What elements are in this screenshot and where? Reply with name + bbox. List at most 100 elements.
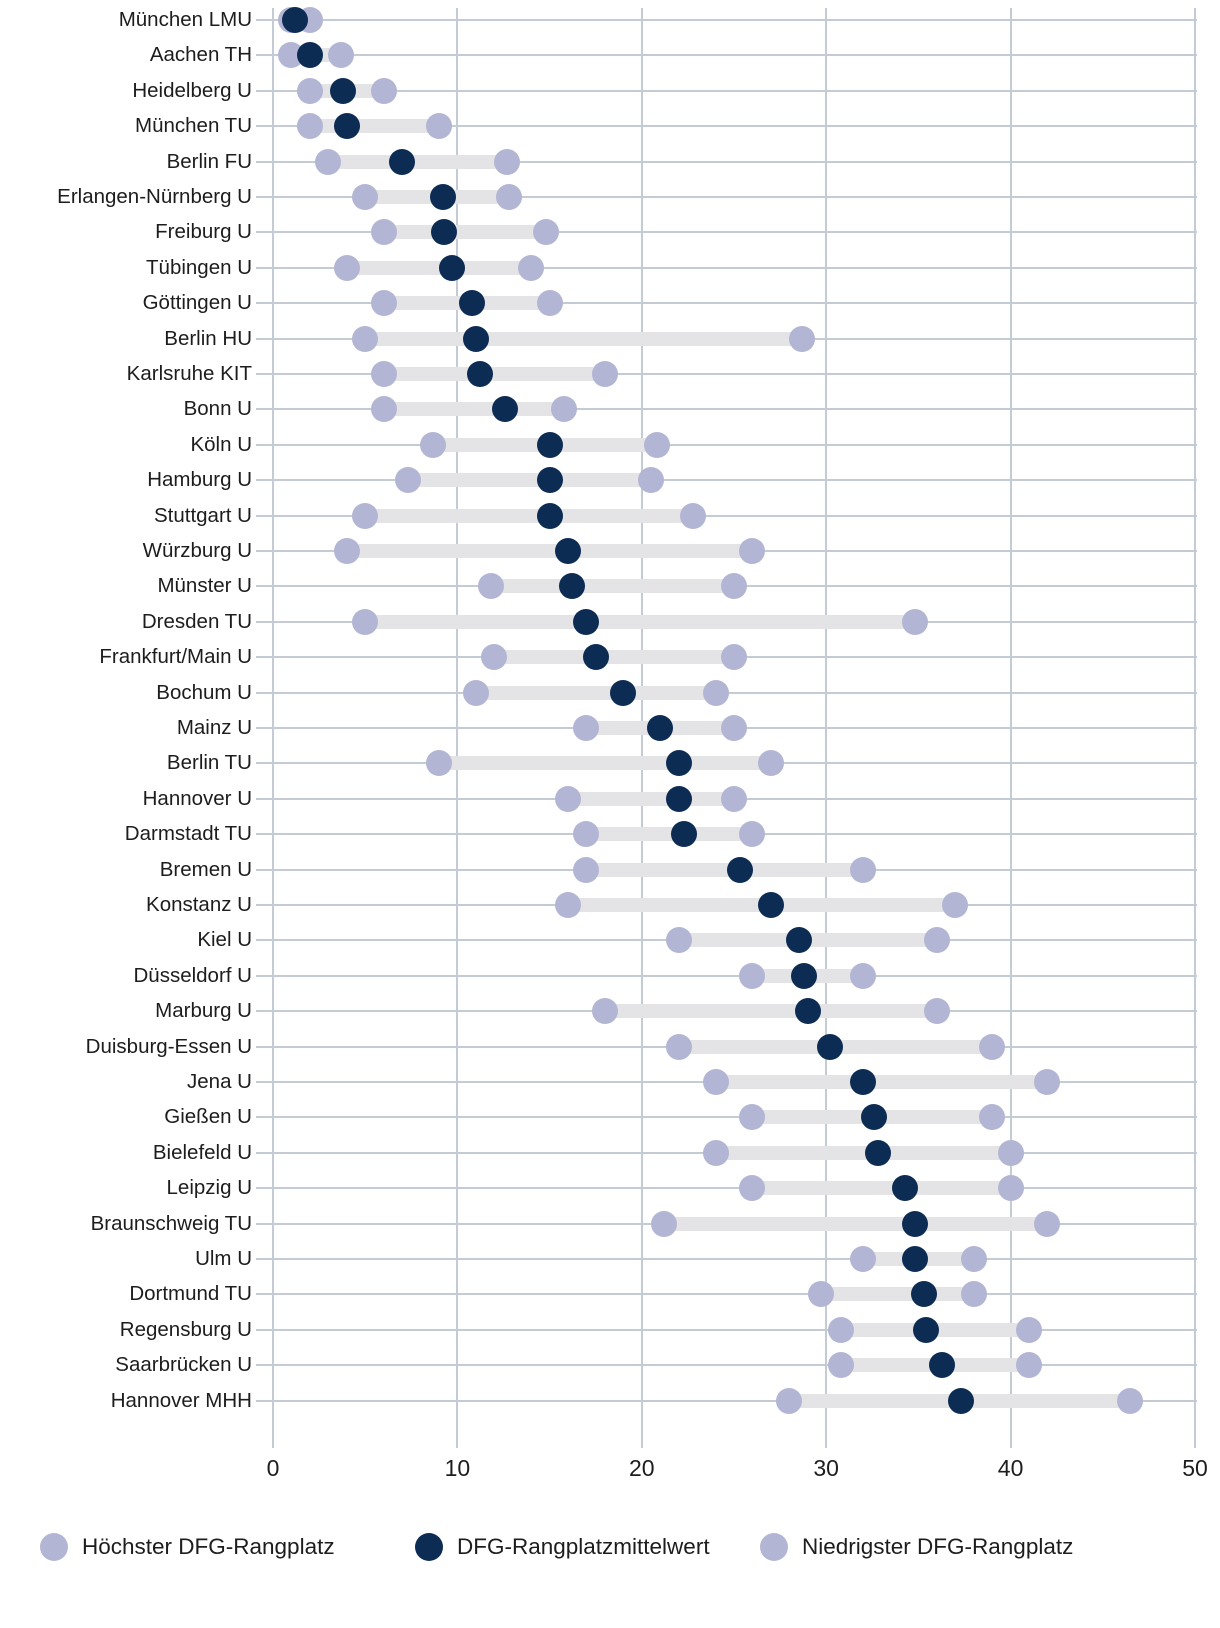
range-bar [715, 1075, 1048, 1089]
dot-highest-rank [739, 1175, 766, 1202]
dot-lowest-rank [370, 77, 397, 104]
dot-lowest-rank [1016, 1316, 1043, 1343]
horizontal-gridline [271, 691, 1197, 694]
row-label-15: Stuttgart U [154, 503, 252, 527]
legend-item-3[interactable]: Niedrigster DFG-Rangplatz [760, 1533, 1073, 1561]
row-label-37: Dortmund TU [129, 1282, 252, 1306]
dot-mean-rank [536, 467, 563, 494]
dot-highest-rank [296, 113, 323, 140]
y-axis-tick [256, 373, 271, 375]
row-label-28: Düsseldorf U [133, 963, 253, 987]
dot-lowest-rank [997, 1139, 1024, 1166]
row-label-26: Konstanz U [146, 893, 252, 916]
y-axis-tick [256, 797, 271, 800]
dot-highest-rank [776, 1387, 803, 1414]
row-label-40: Hannover MHH [110, 1388, 252, 1412]
dot-mean-rank [850, 1069, 877, 1095]
horizontal-gridline [271, 160, 1197, 163]
plot-area: München LMU Aachen TH Heidelberg U München … [57, 7, 1208, 1481]
dot-lowest-rank [960, 1246, 987, 1272]
dot-mean-rank [333, 113, 360, 140]
legend-item-2[interactable]: DFG-Rangplatzmittelwert [415, 1533, 710, 1561]
dot-mean-rank [901, 1210, 928, 1237]
row-label-7: Freiburg U [155, 220, 252, 244]
y-axis-tick [256, 160, 271, 163]
dot-highest-rank [352, 184, 379, 210]
horizontal-gridline [271, 443, 1197, 446]
row-label-38: Regensburg U [119, 1317, 252, 1341]
dot-highest-rank [370, 361, 397, 387]
dot-mean-rank [431, 219, 458, 246]
dot-mean-rank [389, 148, 416, 175]
dot-highest-rank [425, 750, 452, 777]
row-label-18: Dresden TU [141, 609, 252, 633]
dot-mean-rank [671, 821, 698, 848]
y-axis-tick [256, 1399, 271, 1402]
dot-mean-rank [558, 573, 585, 600]
y-axis-tick [256, 1116, 271, 1119]
horizontal-gridline [271, 373, 1197, 375]
y-axis-tick [256, 904, 271, 906]
dot-lowest-rank [739, 538, 766, 564]
dot-mean-rank [459, 290, 486, 317]
legend-item-1[interactable]: Höchster DFG-Rangplatz [40, 1533, 335, 1561]
y-axis-tick [256, 125, 271, 128]
row-label-31: Jena U [187, 1070, 252, 1093]
dot-mean-rank [864, 1139, 891, 1166]
y-axis-tick [256, 266, 271, 269]
dot-lowest-rank [960, 1281, 987, 1308]
horizontal-gridline [271, 266, 1197, 269]
horizontal-gridline [271, 89, 1197, 92]
dot-mean-rank [466, 361, 493, 387]
row-label-24: Darmstadt TU [124, 822, 252, 846]
dot-lowest-rank [643, 431, 670, 458]
y-axis-tick [256, 550, 271, 552]
dot-mean-rank [861, 1104, 888, 1131]
range-bar [438, 756, 771, 771]
dot-lowest-rank [997, 1175, 1024, 1202]
legend-swatch-icon [40, 1533, 68, 1561]
dot-highest-rank [591, 998, 618, 1025]
y-axis-tick [256, 89, 271, 92]
horizontal-gridline [271, 1116, 1197, 1119]
y-axis-tick [256, 1010, 271, 1013]
row-label-22: Berlin TU [166, 751, 252, 775]
y-axis-tick [256, 974, 271, 977]
dot-lowest-rank [923, 998, 950, 1025]
horizontal-gridline [271, 196, 1197, 198]
row-label-39: Saarbrücken U [115, 1353, 252, 1377]
dot-lowest-rank [532, 219, 559, 246]
legend-swatch-icon [415, 1533, 443, 1561]
y-axis-tick [256, 585, 271, 588]
row-label-14: Hamburg U [147, 468, 252, 492]
dot-highest-rank [827, 1352, 854, 1379]
dot-lowest-rank [680, 502, 707, 529]
range-bar [383, 225, 546, 240]
dot-highest-rank [739, 1104, 766, 1131]
dot-highest-rank [477, 573, 504, 600]
x-tick-label-40: 40 [997, 1455, 1024, 1481]
x-tick-label-30: 30 [813, 1455, 839, 1481]
dot-mean-rank [947, 1387, 974, 1414]
horizontal-gridline [271, 19, 1197, 21]
range-bar [309, 119, 439, 134]
dot-mean-rank [785, 927, 812, 954]
range-bar [407, 473, 652, 488]
horizontal-gridline [271, 125, 1197, 128]
row-label-32: Gießen U [164, 1105, 252, 1129]
row-label-27: Kiel U [197, 928, 252, 952]
dot-mean-rank [330, 77, 357, 104]
dot-highest-rank [462, 679, 489, 706]
dot-mean-rank [892, 1175, 919, 1202]
y-axis-tick [256, 620, 271, 623]
dot-mean-rank [794, 998, 821, 1025]
dot-highest-rank [352, 608, 379, 635]
row-label-35: Braunschweig TU [90, 1211, 252, 1235]
dot-mean-rank [296, 42, 323, 69]
row-label-20: Bochum U [156, 680, 252, 704]
x-tick-label-0: 0 [266, 1455, 280, 1481]
row-label-21: Mainz U [176, 716, 252, 739]
row-label-6: Erlangen-Nürnberg U [57, 185, 252, 208]
dot-mean-rank [726, 856, 753, 883]
row-label-30: Duisburg-Essen U [85, 1034, 252, 1058]
